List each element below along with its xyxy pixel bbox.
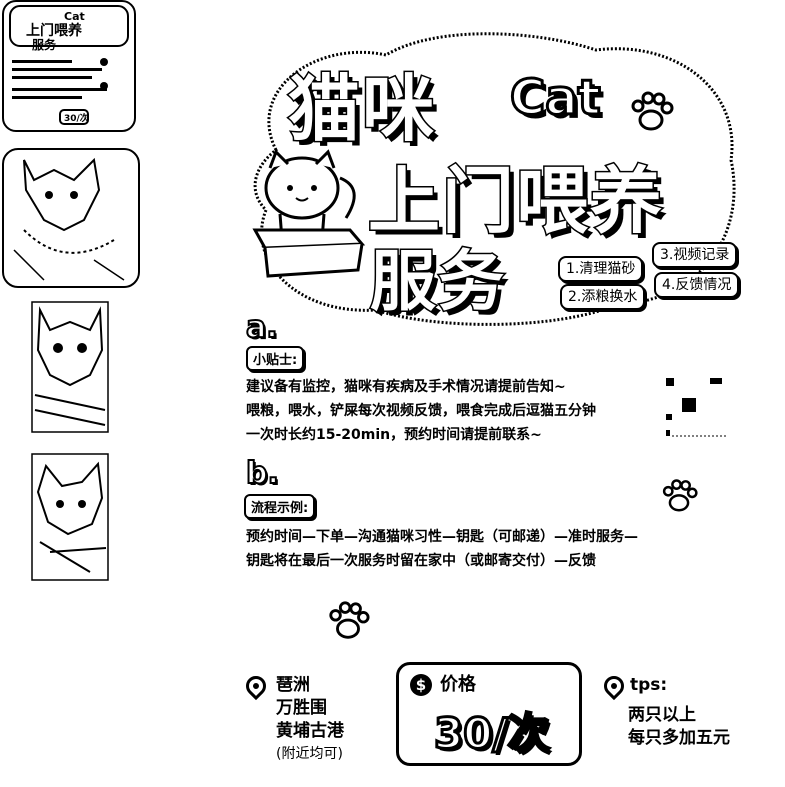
paw-icon [662, 479, 698, 512]
thumbnail-cat-photo-1[interactable] [2, 148, 140, 288]
price-value: 30/次 [433, 708, 552, 760]
poster-mini-art: Cat 上门喂养 服务 30/次 [9, 5, 129, 125]
tips-pin-icon [599, 671, 629, 701]
location-line-1: 琶洲 [276, 675, 310, 695]
service-pill-1: 1.清理猫砂 [558, 256, 644, 282]
cat-in-box-illustration [252, 149, 366, 278]
cat-photo-1-art [13, 157, 125, 281]
cat-photo-3-art [31, 453, 109, 581]
paw-icon [631, 91, 674, 131]
section-a-tag: 小贴士: [246, 346, 305, 371]
section-b-tag: 流程示例: [244, 494, 316, 519]
title-line1: 猫咪 [286, 66, 437, 153]
title-line3: 服务 [369, 242, 506, 322]
decorative-squares [666, 378, 728, 437]
location-pin-icon [241, 671, 271, 701]
thumbnail-cat-photo-3[interactable] [30, 452, 110, 582]
title-cat-word: Cat [509, 69, 603, 128]
svg-text:Cat: Cat [64, 10, 85, 23]
price-label: 价格 [440, 674, 476, 695]
location-line-2: 万胜围 [276, 698, 327, 718]
dollar-icon: $ [410, 674, 432, 696]
section-b-line-2: 钥匙将在最后一次服务时留在家中（或邮寄交付）—反馈 [246, 553, 596, 569]
tips-label: tps: [630, 675, 668, 695]
service-pill-3: 3.视频记录 [652, 242, 738, 268]
location-line-3: 黄埔古港 [276, 721, 344, 741]
tips-line-1: 两只以上 [628, 705, 696, 725]
thumbnail-cat-photo-2[interactable] [30, 300, 110, 434]
paw-icon [329, 601, 370, 639]
service-pill-4: 4.反馈情况 [654, 272, 740, 298]
title-line2: 上门喂养 [366, 158, 665, 245]
section-a-line-2: 喂粮，喂水，铲屎每次视频反馈，喂食完成后逗猫五分钟 [246, 403, 596, 419]
thumbnail-poster[interactable]: Cat 上门喂养 服务 30/次 [2, 0, 136, 132]
title-cloud-frame [253, 32, 736, 326]
section-a-line-3: 一次时长约15-20min，预约时间请提前联系~ [246, 427, 542, 443]
section-a-line-1: 建议备有监控，猫咪有疾病及手术情况请提前告知~ [246, 379, 566, 395]
svg-text:上门喂养: 上门喂养 [26, 22, 83, 39]
svg-text:30/次: 30/次 [64, 112, 89, 124]
section-a-letter: a. [245, 309, 279, 346]
section-b-letter: b. [245, 455, 280, 492]
section-b-line-1: 预约时间—下单—沟通猫咪习性—钥匙（可邮递）—准时服务— [246, 529, 638, 545]
cat-photo-2-art [31, 301, 109, 433]
location-note: (附近均可) [276, 746, 343, 762]
svg-text:服务: 服务 [32, 37, 57, 52]
tips-line-2: 每只多加五元 [628, 728, 730, 748]
service-pill-2: 2.添粮换水 [560, 284, 646, 310]
